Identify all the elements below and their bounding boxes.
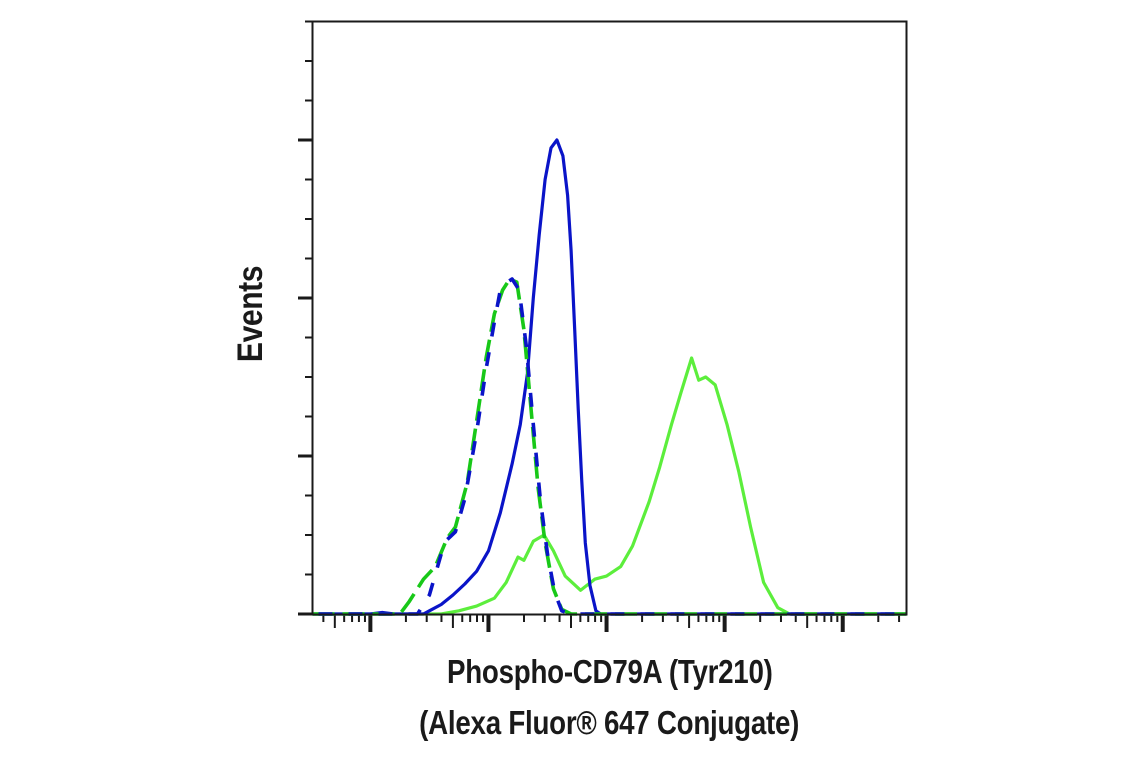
- green-solid-line: [312, 356, 907, 616]
- y-axis-ticks: [298, 20, 313, 616]
- green-dashed-line: [312, 277, 907, 616]
- y-axis-label-container: Events: [226, 246, 276, 382]
- x-axis-label-line2: (Alexa Fluor® 647 Conjugate): [312, 703, 907, 743]
- y-axis-label: Events: [231, 265, 270, 363]
- histogram-series: [312, 138, 907, 616]
- x-axis-label-text-2: (Alexa Fluor® 647 Conjugate): [419, 704, 800, 741]
- x-axis-label-text-1: Phospho-CD79A (Tyr210): [446, 653, 773, 690]
- blue-dashed-line: [312, 277, 907, 616]
- x-axis-ticks: [322, 614, 901, 632]
- plot-frame: [311, 20, 908, 616]
- x-axis-label-line1: Phospho-CD79A (Tyr210): [312, 652, 907, 692]
- blue-solid-line: [312, 138, 907, 616]
